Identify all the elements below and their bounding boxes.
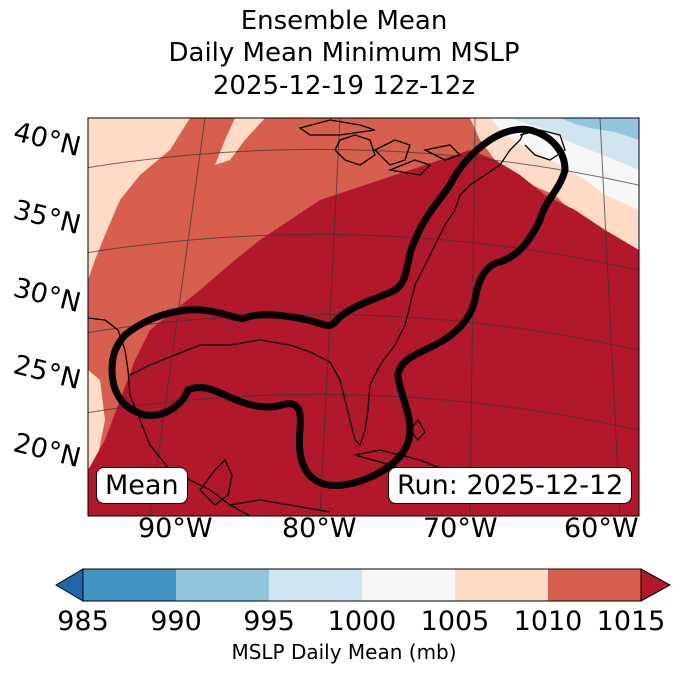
meridian-60w — [599, 118, 621, 516]
map-frame — [87, 117, 640, 517]
field-995-1000 — [510, 118, 639, 170]
gulf-coast — [129, 339, 331, 376]
colorbar-segment-1010-1015 — [548, 569, 641, 601]
pressure-field — [88, 118, 639, 516]
run-date-label: Run: 2025-12-12 — [388, 467, 633, 504]
colorbar-tick-1005: 1005 — [420, 606, 490, 637]
parallel-30n — [88, 233, 639, 271]
colorbar-tick-990: 990 — [150, 606, 202, 637]
field-above-1015 — [88, 150, 639, 516]
meridian-80w — [319, 118, 341, 516]
field-1005-1010-west — [88, 118, 190, 280]
field-1005-1010-southwest — [88, 370, 105, 490]
colorbar-segment-985-990 — [83, 569, 176, 601]
lake-michigan — [334, 134, 376, 166]
colorbar-tick-1010: 1010 — [513, 606, 583, 637]
lon-label-90w: 90°W — [138, 513, 213, 544]
colorbar-tick-985: 985 — [57, 606, 109, 637]
mean-label: Mean — [96, 467, 188, 504]
colorbar-tick-995: 995 — [243, 606, 295, 637]
contour-line — [108, 125, 569, 489]
field-990-995 — [560, 118, 639, 140]
lake-huron — [373, 139, 411, 166]
lake-ontario — [423, 144, 462, 161]
lon-label-70w: 70°W — [423, 513, 498, 544]
colorbar-extend-high — [640, 568, 672, 602]
colorbar-frame — [82, 568, 642, 602]
mexico-coast — [88, 317, 251, 516]
colorbar-segment-1005-1010 — [455, 569, 548, 601]
meridian-90w — [149, 118, 206, 516]
yucatan — [199, 458, 233, 506]
title-line-1: Ensemble Mean — [240, 6, 448, 36]
colorbar-segment-990-995 — [176, 569, 269, 601]
lake-erie — [387, 159, 432, 176]
lon-label-80w: 80°W — [282, 513, 357, 544]
colorbar-label: MSLP Daily Mean (mb) — [231, 640, 457, 664]
lon-label-60w: 60°W — [564, 513, 639, 544]
colorbar-tick-1000: 1000 — [327, 606, 397, 637]
parallel-40n — [20, 69, 688, 120]
parallel-20n — [88, 393, 639, 431]
title-line-3: 2025-12-19 12z-12z — [212, 71, 476, 101]
lake-superior — [298, 119, 376, 136]
meridian-70w — [469, 118, 476, 516]
title-line-2: Daily Mean Minimum MSLP — [168, 38, 520, 68]
graticule — [20, 69, 688, 516]
colorbar-segment-995-1000 — [269, 569, 362, 601]
central-america — [229, 499, 331, 513]
colorbar-extend-low — [55, 568, 84, 602]
field-1005-1010-north — [215, 118, 265, 165]
colorbar-segment-1000-1005 — [362, 569, 455, 601]
east-coast — [329, 129, 526, 447]
bahamas — [409, 418, 426, 442]
colorbar-tick-1015: 1015 — [596, 606, 666, 637]
colorbar — [55, 568, 672, 602]
